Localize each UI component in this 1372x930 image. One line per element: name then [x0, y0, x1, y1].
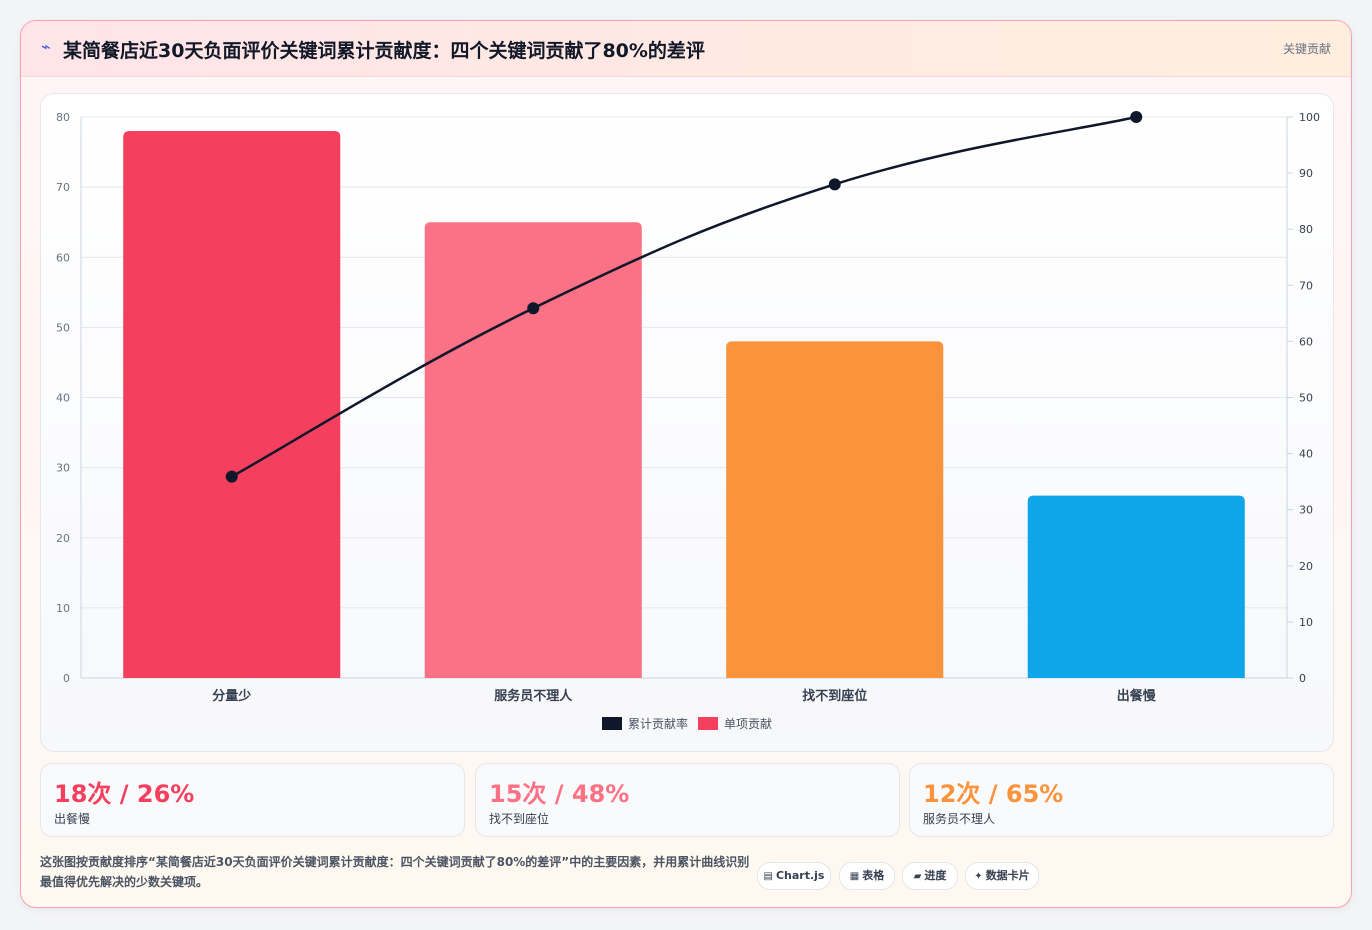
y-left-tick-label: 70 [56, 181, 70, 194]
bar [424, 222, 642, 678]
y-right-tick-label: 0 [1299, 672, 1306, 685]
y-right-tick-label: 20 [1299, 560, 1313, 573]
stat-card-2: 15次 / 48% 找不到座位 [475, 763, 900, 837]
y-left-tick-label: 10 [56, 602, 70, 615]
chart-panel: 0 10 20 30 40 50 60 70 80 0 10 20 30 40 50 60 70 80 90 100 分… [40, 93, 1334, 752]
x-tick-label: 服务员不理人 [494, 688, 573, 704]
stat-card-3: 12次 / 65% 服务员不理人 [909, 763, 1334, 837]
legend-label: 累计贡献率 [628, 716, 688, 731]
progress-icon: ▰ [913, 871, 922, 882]
sparkle-icon: ✦ [974, 871, 983, 882]
cumulative-point [225, 470, 238, 483]
stat-label-1: 出餐慢 [54, 812, 91, 826]
y-right-tick-label: 10 [1299, 616, 1313, 629]
card-header: ⌁ 某简餐店近30天负面评价关键词累计贡献度：四个关键词贡献了80%的差评 关键… [21, 21, 1351, 77]
x-tick-label: 分量少 [212, 688, 251, 704]
lightning-icon: ⌁ [41, 37, 51, 56]
y-right-tick-label: 100 [1299, 111, 1320, 124]
chart-description: 这张图按贡献度排序“某简餐店近30天负面评价关键词累计贡献度：四个关键词贡献了8… [40, 855, 750, 889]
x-tick-label: 找不到座位 [802, 688, 867, 704]
y-left-tick-label: 30 [56, 462, 70, 475]
chart-card: ⌁ 某简餐店近30天负面评价关键词累计贡献度：四个关键词贡献了80%的差评 关键… [20, 20, 1352, 908]
stat-label-2: 找不到座位 [489, 812, 550, 826]
y-right-tick-label: 40 [1299, 448, 1313, 461]
y-right-tick-label: 30 [1299, 504, 1313, 517]
legend-swatch [602, 717, 622, 730]
legend-label: 单项贡献 [724, 716, 772, 731]
y-left-tick-label: 20 [56, 532, 70, 545]
stat-card-1: 18次 / 26% 出餐慢 [40, 763, 465, 837]
tag-chartjs[interactable]: ▤ Chart.js [757, 862, 831, 890]
cumulative-point [828, 178, 841, 191]
cumulative-point [1130, 111, 1143, 123]
tag-label: 表格 [862, 869, 885, 882]
y-right-tick-label: 50 [1299, 392, 1313, 405]
tag-table[interactable]: ▦ 表格 [839, 862, 895, 890]
legend-swatch [698, 717, 718, 730]
bar [726, 341, 944, 678]
cumulative-point [527, 302, 540, 315]
y-left-tick-label: 50 [56, 321, 70, 334]
cumulative-line [231, 115, 1137, 478]
chart-title: 某简餐店近30天负面评价关键词累计贡献度：四个关键词贡献了80%的差评 [63, 40, 705, 62]
x-tick-label: 出餐慢 [1117, 688, 1157, 704]
bar [123, 131, 341, 678]
stat-value-2: 15次 / 48% [489, 780, 630, 808]
stat-value-3: 12次 / 65% [923, 780, 1064, 808]
y-right-tick-label: 60 [1299, 335, 1313, 348]
tag-data-card[interactable]: ✦ 数据卡片 [965, 862, 1039, 890]
bar [1027, 495, 1245, 678]
y-right-tick-label: 70 [1299, 279, 1313, 292]
table-icon: ▦ [849, 871, 860, 882]
chart-icon: ▤ [763, 871, 773, 882]
y-left-tick-label: 40 [56, 392, 70, 405]
tag-label: 进度 [924, 869, 947, 882]
stat-value-1: 18次 / 26% [54, 780, 195, 808]
tag-progress[interactable]: ▰ 进度 [902, 862, 958, 890]
y-left-tick-label: 60 [56, 251, 70, 264]
y-right-tick-label: 80 [1299, 223, 1313, 236]
y-right-tick-label: 90 [1299, 167, 1313, 180]
stat-label-3: 服务员不理人 [923, 812, 996, 826]
tag-label: Chart.js [775, 869, 825, 882]
tag-label: 数据卡片 [985, 869, 1030, 882]
pareto-chart: 0 10 20 30 40 50 60 70 80 0 10 20 30 40 50 60 70 80 90 100 分… [56, 111, 1320, 731]
y-left-tick-label: 80 [56, 111, 70, 124]
y-left-tick-label: 0 [63, 672, 70, 685]
header-badge: 关键贡献 [1282, 42, 1331, 56]
